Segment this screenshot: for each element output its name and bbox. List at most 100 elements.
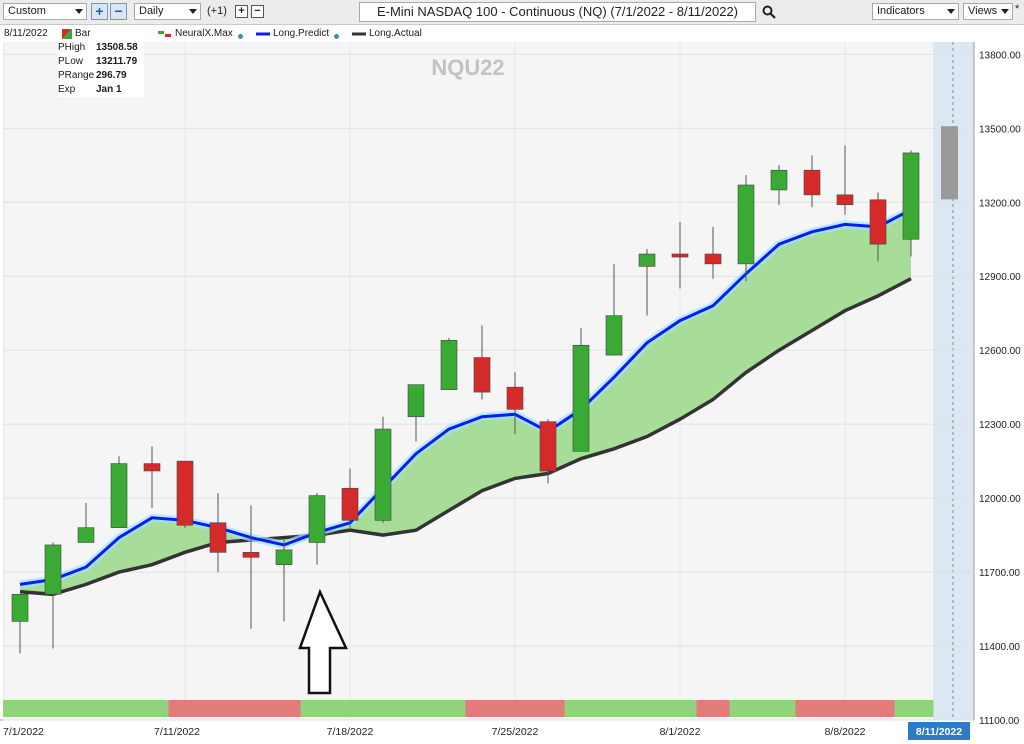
y-tick-label: 11400.00 [979, 642, 1020, 653]
legend-bar-label: Bar [75, 28, 91, 39]
indicators-select[interactable]: Indicators [872, 3, 959, 20]
candle-body[interactable] [836, 194, 854, 206]
candle-body[interactable] [902, 152, 920, 240]
x-tick-label: 8/1/2022 [660, 726, 701, 738]
candle-body[interactable] [473, 357, 491, 393]
legend-date: 8/11/2022 [4, 28, 48, 39]
signal-segment [36, 700, 70, 717]
chevron-down-icon [947, 9, 955, 14]
long-actual-line [19, 277, 912, 597]
info-key: PRange [58, 70, 95, 81]
candle-body[interactable] [143, 463, 161, 472]
candle-body[interactable] [506, 386, 524, 410]
interval-select[interactable]: Daily [134, 3, 201, 20]
signal-segment [696, 700, 730, 717]
neuralx-swatch-icon [158, 30, 171, 37]
period-select[interactable]: Custom [3, 3, 87, 20]
candle-body[interactable] [407, 384, 425, 418]
zoom-out-button[interactable]: − [110, 3, 127, 20]
y-tick-labels: 13800.00 13500.00 13200.00 12900.00 12600.00… [979, 50, 1021, 727]
x-tick-label: 7/18/2022 [327, 726, 374, 738]
legend-actual-item[interactable]: Long.Actual [352, 28, 422, 39]
legend-bar-item[interactable]: Bar [62, 28, 91, 39]
info-row-phigh: PHigh 13508.58 [58, 41, 144, 55]
candle-body[interactable] [770, 169, 788, 191]
info-row-plow: PLow 13211.79 [58, 55, 144, 69]
interval-select-value: Daily [139, 5, 164, 17]
candle-body[interactable] [803, 169, 821, 196]
candles [11, 145, 920, 654]
offset-decrease-button[interactable]: − [251, 5, 264, 18]
candle-body[interactable] [11, 593, 29, 622]
signal-segment [531, 700, 565, 717]
candle-body[interactable] [605, 315, 623, 356]
legend-actual-label: Long.Actual [369, 28, 422, 39]
info-row-exp: Exp Jan 1 [58, 83, 144, 97]
views-marker: * [1015, 3, 1020, 15]
candle-body[interactable] [374, 428, 392, 521]
search-icon[interactable] [762, 5, 776, 19]
x-tick-label: 7/25/2022 [492, 726, 539, 738]
candle-body[interactable] [572, 344, 590, 452]
signal-segment [894, 700, 934, 717]
candle-body[interactable] [44, 544, 62, 595]
candle-body[interactable] [308, 495, 326, 543]
signal-segment [300, 700, 334, 717]
signal-segment [663, 700, 697, 717]
offset-label: (+1) [207, 5, 227, 17]
offset-increase-button[interactable]: + [235, 5, 248, 18]
signal-segment [366, 700, 400, 717]
candle-body[interactable] [341, 487, 359, 521]
legend-neuralx-item[interactable]: NeuralX.Max [158, 28, 243, 39]
legend-predict-label: Long.Predict [273, 28, 330, 39]
x-tick-label: 7/11/2022 [154, 726, 200, 738]
y-tick-label: 12600.00 [979, 346, 1021, 357]
candle-body[interactable] [869, 199, 887, 245]
toolbar: Custom + − Daily (+1) + − E-Mini NASDAQ … [0, 0, 1024, 25]
period-select-value: Custom [8, 5, 46, 17]
signal-strip [3, 700, 934, 717]
chevron-down-icon [1001, 9, 1009, 14]
signal-segment [432, 700, 466, 717]
candle-body[interactable] [440, 340, 458, 390]
signal-segment [828, 700, 862, 717]
legend-predict-item[interactable]: Long.Predict [256, 28, 340, 39]
signal-segment [465, 700, 499, 717]
candle-body[interactable] [539, 421, 557, 472]
x-tick-labels: 7/1/2022 7/11/2022 7/18/2022 7/25/2022 8/1/2… [3, 726, 866, 738]
candle-body[interactable] [209, 522, 227, 553]
signal-segment [234, 700, 268, 717]
candle-body[interactable] [638, 253, 656, 267]
candle-body[interactable] [671, 253, 689, 258]
info-key: PLow [58, 56, 84, 67]
y-tick-label: 12000.00 [979, 494, 1021, 505]
signal-segment [201, 700, 235, 717]
signal-segment [861, 700, 895, 717]
signal-segment [69, 700, 103, 717]
candle-body[interactable] [704, 253, 722, 265]
x-tick-label: 7/1/2022 [3, 726, 44, 738]
y-tick-label: 13200.00 [979, 198, 1021, 209]
views-select[interactable]: Views [963, 3, 1013, 20]
indicators-label: Indicators [877, 5, 925, 17]
signal-segment [729, 700, 763, 717]
candle-body[interactable] [275, 549, 293, 565]
zoom-in-button[interactable]: + [91, 3, 108, 20]
signal-segment [597, 700, 631, 717]
candle-body[interactable] [176, 460, 194, 526]
candle-body[interactable] [737, 184, 755, 265]
candle-body[interactable] [110, 463, 128, 528]
forecast-range-bar [941, 126, 958, 200]
long-predict-line [19, 208, 912, 586]
chart-watermark: NQU22 [431, 55, 504, 80]
symbol-title-field[interactable]: E-Mini NASDAQ 100 - Continuous (NQ) (7/1… [359, 2, 756, 22]
y-tick-label: 13800.00 [979, 50, 1021, 61]
info-key: Exp [58, 84, 76, 95]
chevron-down-icon [75, 9, 83, 14]
candle-body[interactable] [242, 552, 260, 558]
predict-actual-area [20, 209, 911, 595]
info-dot-icon [237, 33, 243, 39]
candle-body[interactable] [77, 527, 95, 543]
signal-segment [102, 700, 136, 717]
